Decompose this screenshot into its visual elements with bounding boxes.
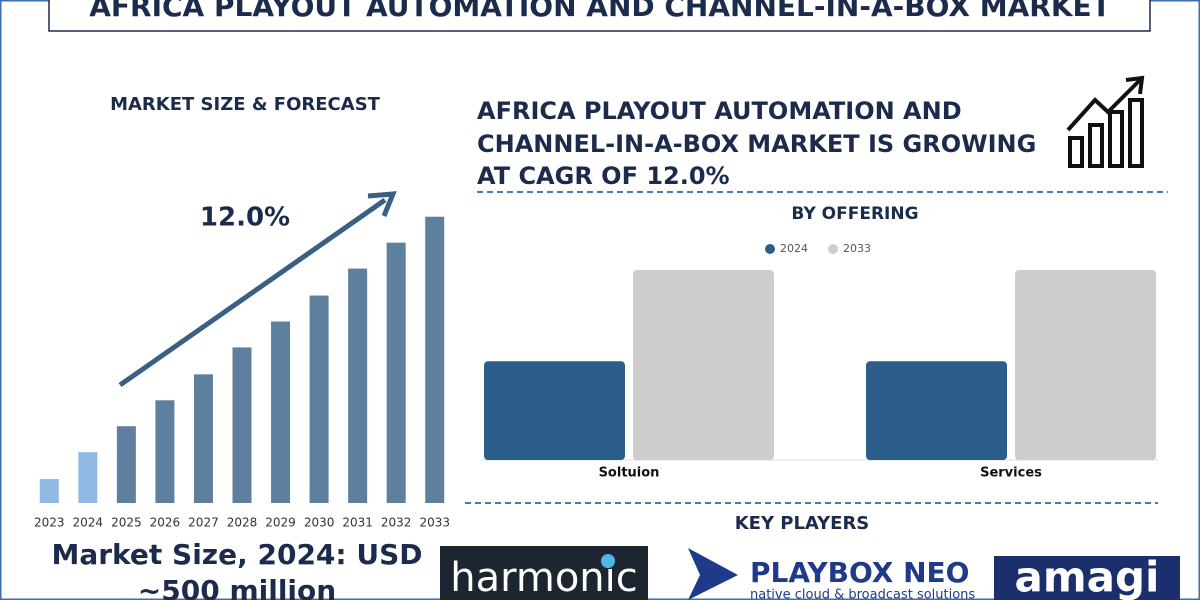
- logo-text: amagi: [1015, 553, 1160, 600]
- x-tick-label: 2032: [381, 516, 412, 530]
- bar: [484, 361, 625, 460]
- x-tick-label: 2029: [265, 516, 296, 530]
- logo-text: PLAYBOX NEO: [750, 556, 969, 589]
- bar: [309, 295, 329, 503]
- bar: [39, 479, 59, 503]
- x-tick-label: Soltuion: [599, 466, 660, 481]
- market-size: Market Size, 2024: USD: [51, 538, 422, 571]
- legend-marker: [765, 244, 775, 254]
- x-tick-label: 2027: [188, 516, 219, 530]
- headline: AFRICA PLAYOUT AUTOMATION AND: [477, 97, 962, 125]
- bar: [866, 361, 1007, 460]
- title-box: [48, 0, 1151, 32]
- key-players-title: KEY PLAYERS: [735, 513, 870, 534]
- x-tick-label: Services: [980, 466, 1042, 481]
- logo-subtext: native cloud & broadcast solutions: [750, 588, 975, 600]
- bar: [348, 268, 368, 503]
- arrow-head: [367, 191, 397, 217]
- annotation: 12.0%: [200, 203, 290, 233]
- amagi-logo: [994, 556, 1180, 600]
- trend-arrow: [118, 197, 387, 388]
- bar: [155, 400, 175, 503]
- bar: [78, 452, 98, 503]
- bar: [425, 216, 445, 503]
- x-tick-label: 2033: [419, 516, 450, 530]
- chart-title: MARKET SIZE & FORECAST: [110, 94, 381, 115]
- bar: [232, 347, 252, 503]
- bar: [386, 242, 406, 503]
- bar: [116, 426, 136, 503]
- bar: [271, 321, 291, 503]
- x-tick-label: 2025: [111, 516, 142, 530]
- logo-dot: [601, 554, 615, 568]
- page-title: AFRICA PLAYOUT AUTOMATION AND CHANNEL-IN…: [89, 0, 1111, 23]
- growth-icon: [1066, 75, 1145, 168]
- bar: [193, 374, 213, 503]
- legend-label: 2033: [843, 242, 871, 255]
- chart-title: BY OFFERING: [791, 204, 918, 224]
- bar: [633, 270, 774, 460]
- bar: [1015, 270, 1156, 460]
- legend-label: 2024: [780, 242, 808, 255]
- x-tick-label: 2028: [227, 516, 258, 530]
- legend-marker: [828, 244, 838, 254]
- headline: AT CAGR OF 12.0%: [477, 162, 730, 190]
- x-tick-label: 2030: [304, 516, 335, 530]
- x-tick-label: 2031: [342, 516, 373, 530]
- playbox-icon: [688, 548, 738, 600]
- harmonic-logo: [440, 546, 648, 600]
- headline: CHANNEL-IN-A-BOX MARKET IS GROWING: [477, 130, 1036, 158]
- x-tick-label: 2023: [34, 516, 65, 530]
- x-tick-label: 2026: [150, 516, 181, 530]
- x-tick-label: 2024: [73, 516, 104, 530]
- market-size: ~500 million: [138, 574, 336, 600]
